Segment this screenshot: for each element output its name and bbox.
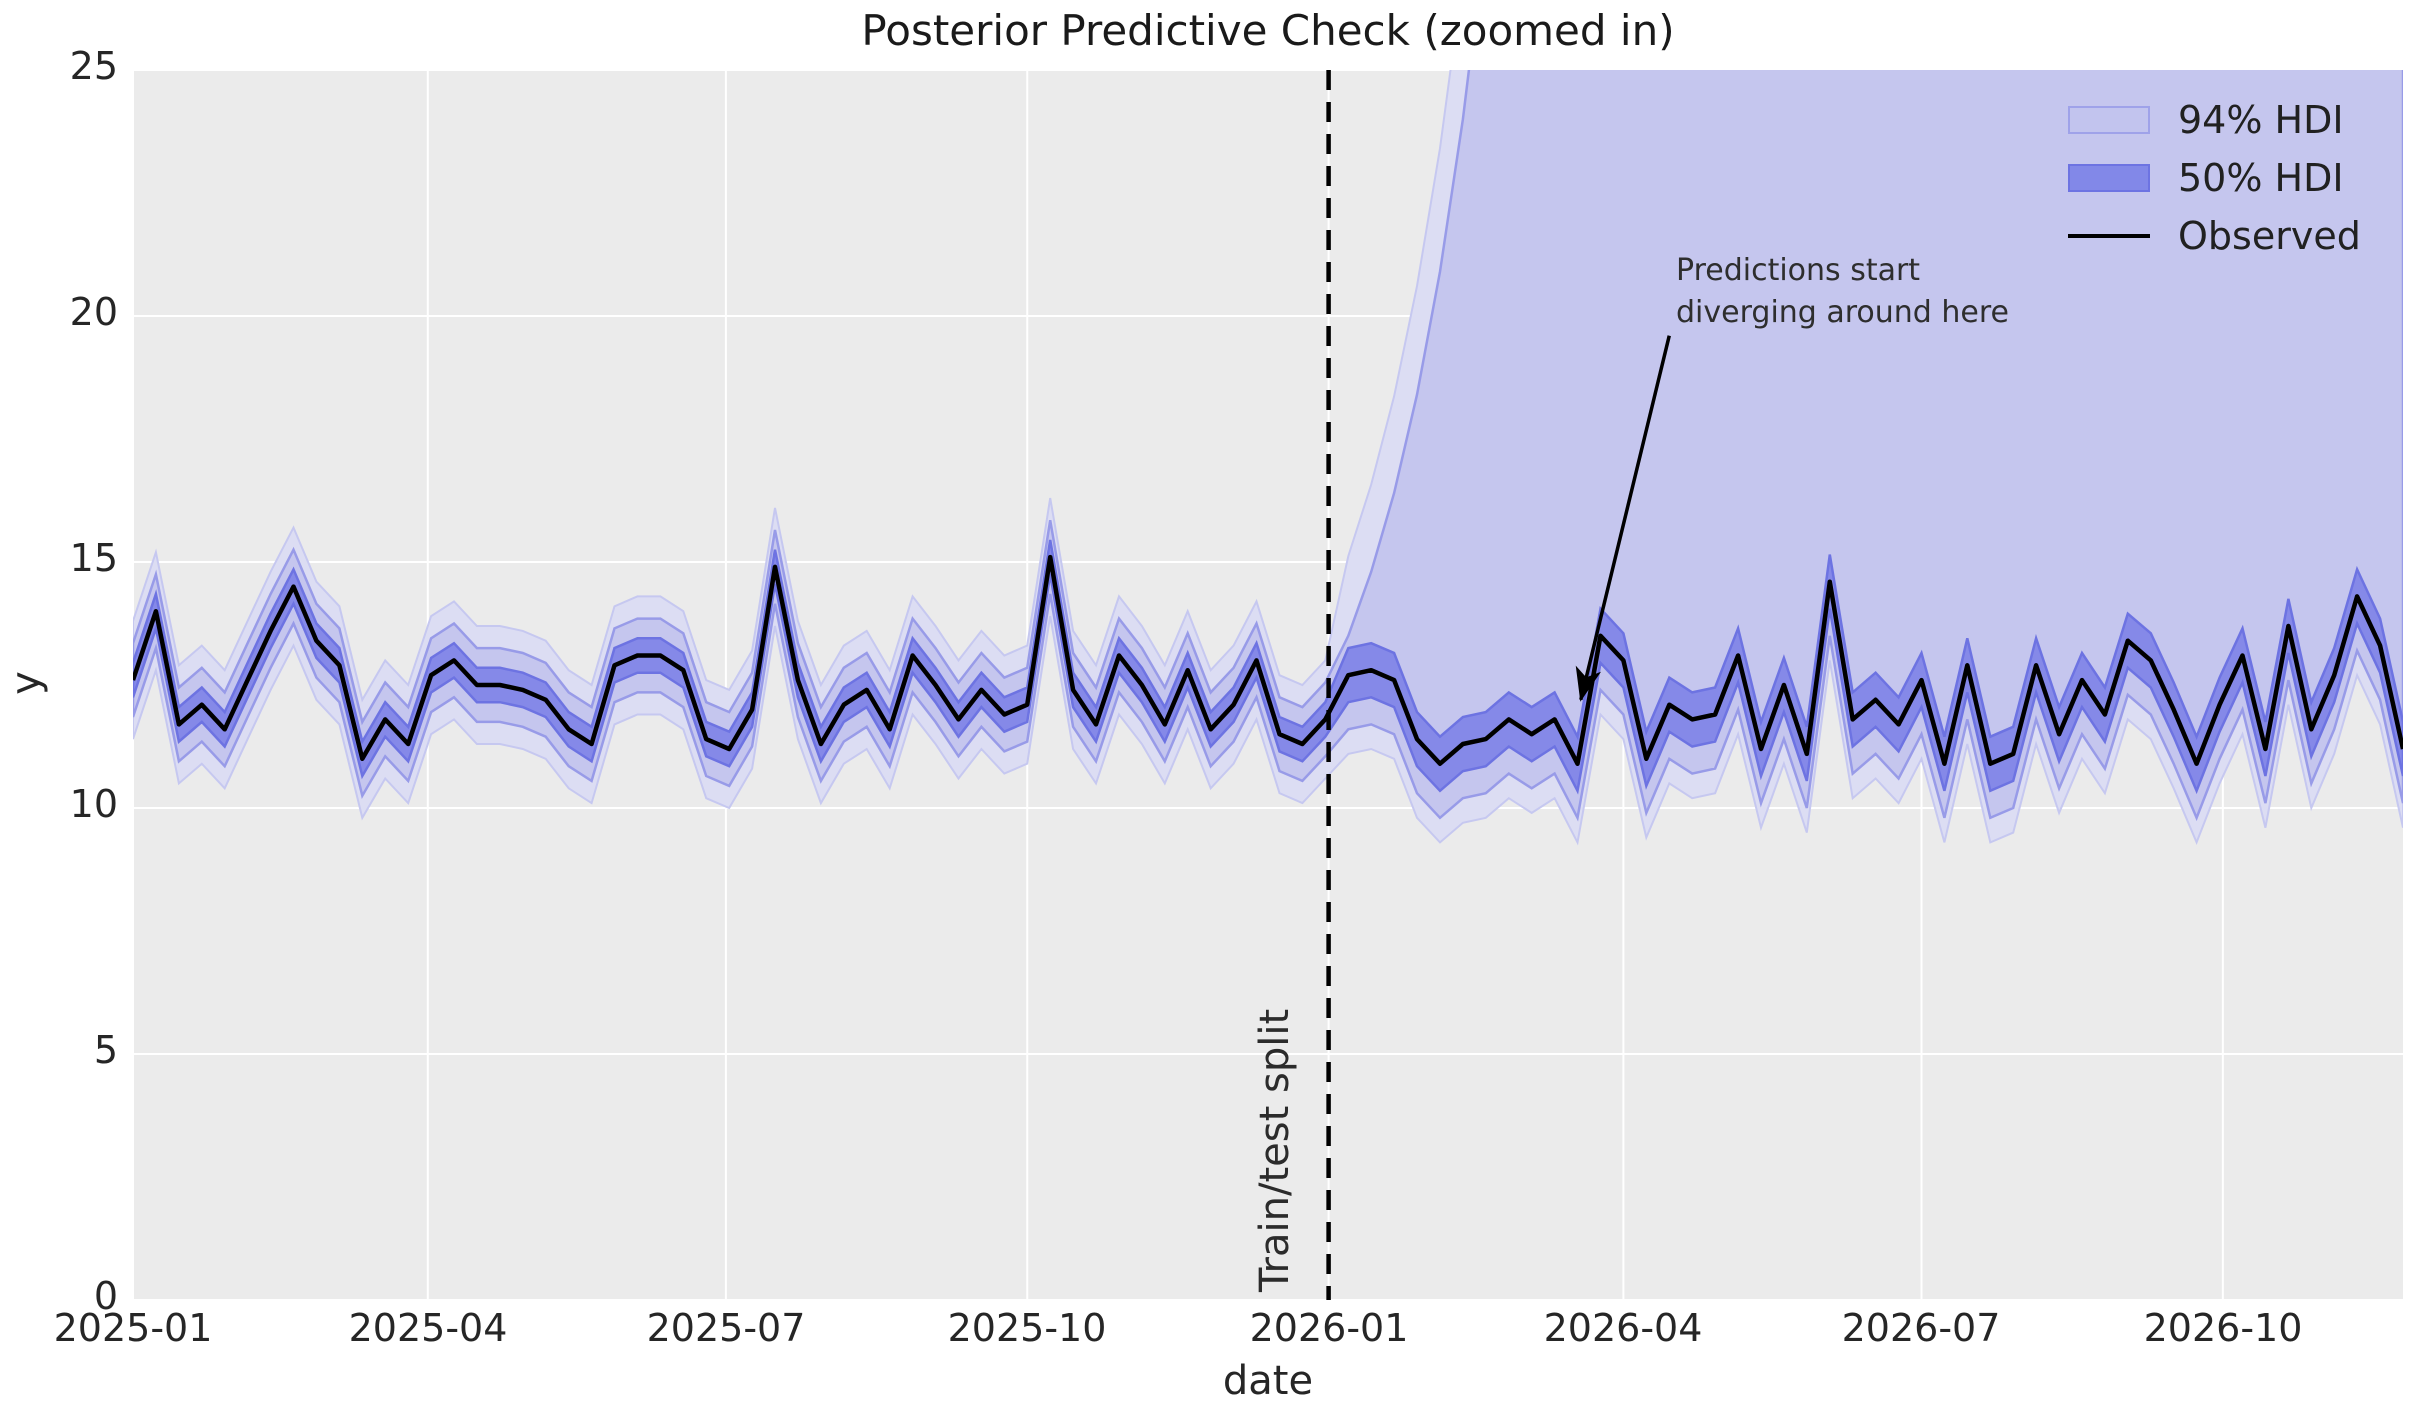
x-tick-label: 2026-01	[1249, 1306, 1409, 1350]
legend-swatch-94-hdi	[2068, 106, 2150, 134]
legend-item: Observed	[2068, 207, 2361, 265]
x-tick-label: 2026-10	[2143, 1306, 2303, 1350]
page-title: Posterior Predictive Check (zoomed in)	[861, 6, 1675, 55]
x-tick-label: 2025-07	[646, 1306, 806, 1350]
x-tick-label: 2025-04	[348, 1306, 508, 1350]
y-axis-label: y	[3, 671, 49, 695]
legend-item: 50% HDI	[2068, 149, 2361, 207]
y-tick-label: 25	[69, 44, 118, 88]
legend-item-label: 94% HDI	[2178, 98, 2344, 142]
legend-swatch-50-hdi	[2068, 164, 2150, 192]
legend-item-label: Observed	[2178, 214, 2361, 258]
split-label: Train/test split	[1252, 1008, 1298, 1292]
y-tick-label: 10	[69, 782, 118, 826]
annotation-arrow	[1575, 335, 1671, 702]
legend-item-label: 50% HDI	[2178, 156, 2344, 200]
legend: 94% HDI 50% HDI Observed	[2068, 91, 2361, 265]
legend-item: 94% HDI	[2068, 91, 2361, 149]
y-tick-label: 15	[69, 536, 118, 580]
observed-line	[133, 554, 2403, 766]
y-tick-label: 5	[93, 1028, 118, 1072]
annotation-line: Predictions start	[1676, 253, 1921, 288]
x-tick-label: 2026-07	[1841, 1306, 2001, 1350]
x-tick-label: 2025-01	[53, 1306, 213, 1350]
y-tick-label: 20	[69, 290, 118, 334]
x-tick-label: 2026-04	[1543, 1306, 1703, 1350]
x-axis-label: date	[1222, 1358, 1314, 1404]
annotation: Predictions start diverging around here	[1676, 250, 2009, 334]
y-tick-label: 0	[93, 1274, 118, 1318]
legend-line-observed	[2068, 234, 2150, 238]
annotation-line: diverging around here	[1676, 295, 2009, 330]
x-tick-label: 2025-10	[947, 1306, 1107, 1350]
